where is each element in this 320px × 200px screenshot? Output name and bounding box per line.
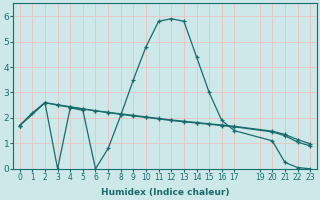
X-axis label: Humidex (Indice chaleur): Humidex (Indice chaleur) <box>101 188 229 197</box>
